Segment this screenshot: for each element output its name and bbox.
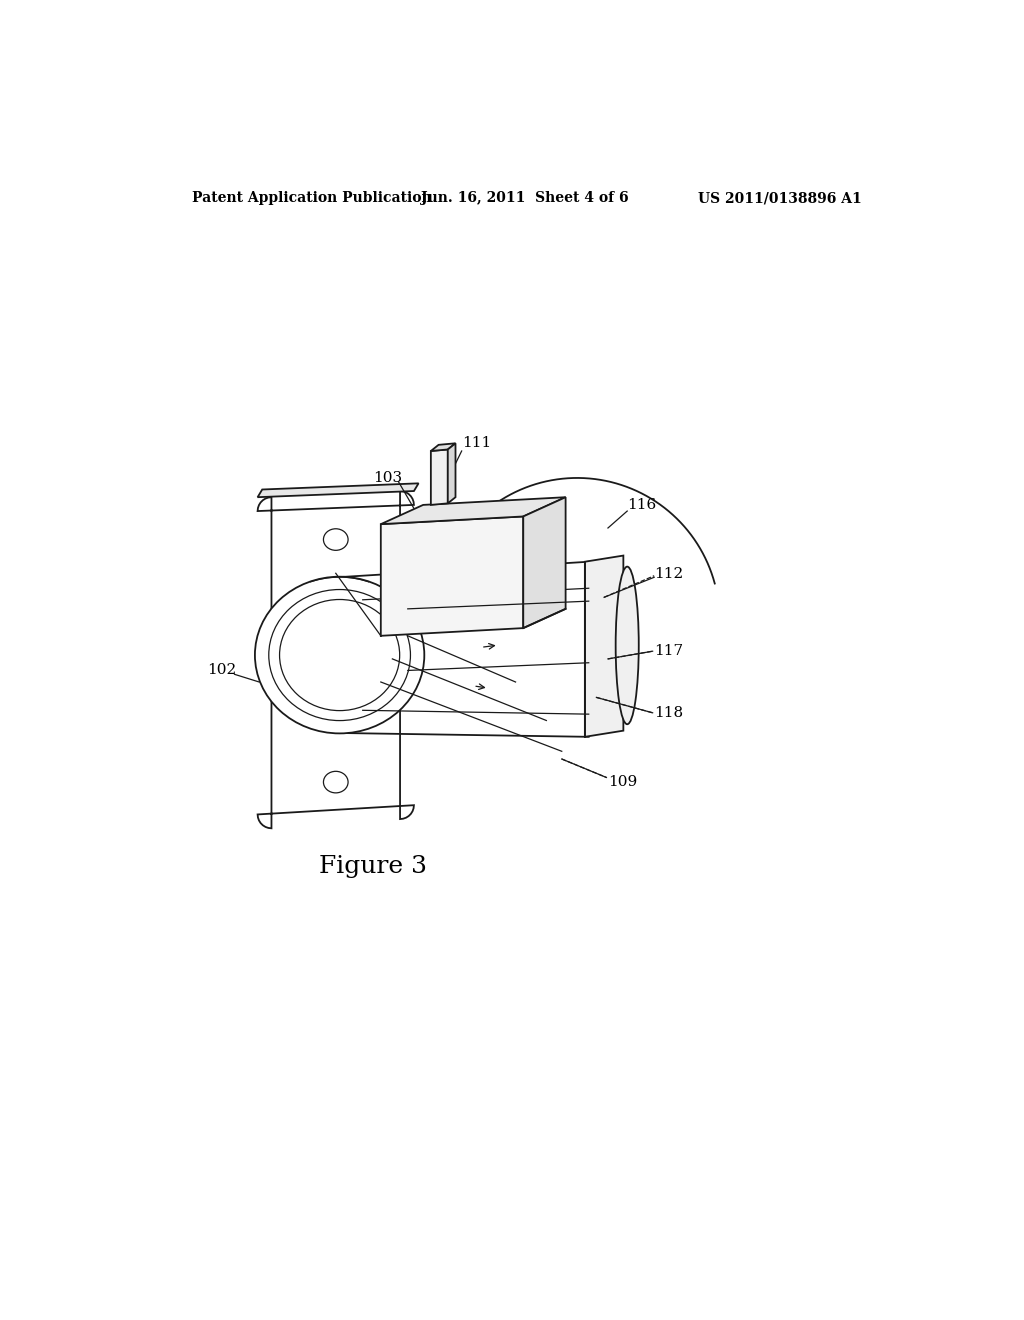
Ellipse shape <box>615 566 639 725</box>
Text: 109: 109 <box>608 775 637 789</box>
Text: 102: 102 <box>208 664 237 677</box>
Polygon shape <box>381 498 565 524</box>
Text: 117: 117 <box>654 644 683 659</box>
Text: Jun. 16, 2011  Sheet 4 of 6: Jun. 16, 2011 Sheet 4 of 6 <box>421 191 629 206</box>
Polygon shape <box>431 444 456 451</box>
Text: Patent Application Publication: Patent Application Publication <box>193 191 432 206</box>
Polygon shape <box>447 444 456 503</box>
Ellipse shape <box>255 577 424 734</box>
Ellipse shape <box>324 529 348 550</box>
Ellipse shape <box>324 771 348 793</box>
Text: 118: 118 <box>654 706 683 719</box>
Polygon shape <box>523 498 565 628</box>
Polygon shape <box>258 483 419 498</box>
Text: Figure 3: Figure 3 <box>319 855 427 878</box>
Text: US 2011/0138896 A1: US 2011/0138896 A1 <box>698 191 862 206</box>
Text: 112: 112 <box>654 568 683 581</box>
Polygon shape <box>258 491 414 829</box>
Text: 116: 116 <box>628 498 656 512</box>
Polygon shape <box>585 556 624 737</box>
Polygon shape <box>381 516 523 636</box>
Text: 111: 111 <box>462 437 490 450</box>
Text: 103: 103 <box>373 471 402 484</box>
Polygon shape <box>431 449 447 506</box>
